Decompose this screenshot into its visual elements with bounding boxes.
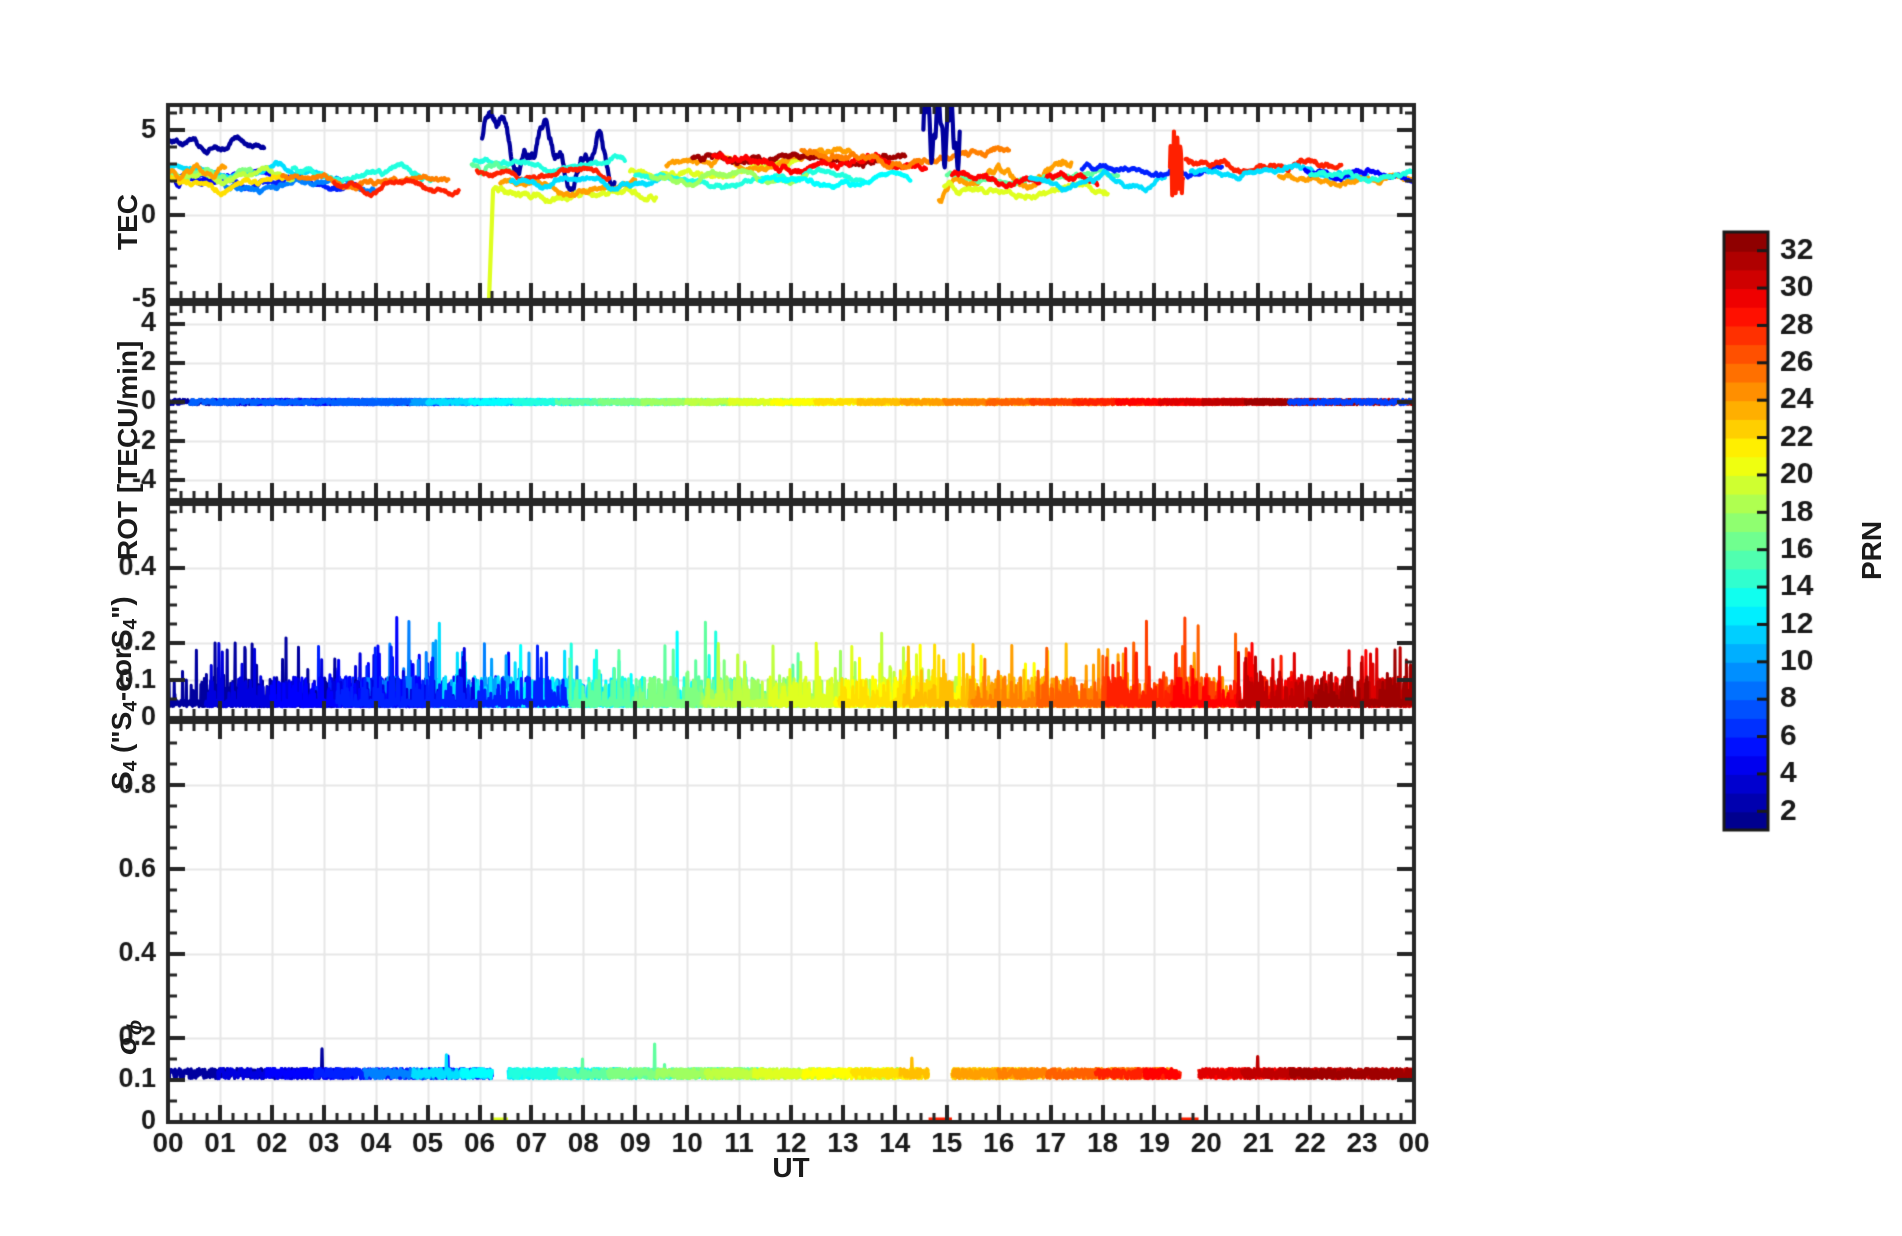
s4-label-sub3: 4 — [120, 618, 142, 630]
phi-glyph: ϕ — [124, 1019, 147, 1036]
s4-label-sub2: 4 — [120, 701, 142, 712]
rot-axis-label: ROT [TECU/min] — [112, 340, 143, 560]
s4-label-sub1: 4 — [120, 760, 142, 772]
s4-label-close: ") — [106, 596, 137, 619]
s4-axis-label: S4 ("S4-corS4") — [106, 596, 142, 790]
tec-axis-label: TEC — [112, 194, 143, 250]
colorbar-label: PRN — [1856, 520, 1887, 580]
sigma-phi-axis-label: σϕ — [110, 1020, 148, 1055]
s4-label-s: S — [106, 771, 137, 790]
x-axis-label: UT — [772, 1152, 810, 1183]
sigma-glyph: σ — [110, 1035, 143, 1055]
s4-label-mid: -corS — [106, 629, 137, 702]
s4-label-open: ("S — [106, 711, 137, 761]
